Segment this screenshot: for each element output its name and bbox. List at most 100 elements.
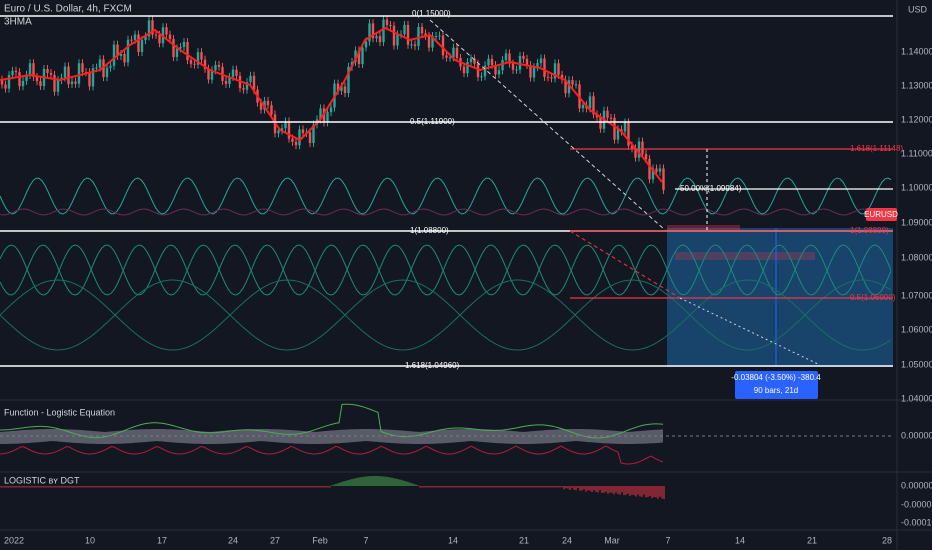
fib-label: 0(1.15000) [412,9,451,18]
candle [441,35,445,56]
candle [424,33,427,36]
candle [361,47,364,64]
symbol-tag-bg [866,208,897,221]
candle [200,52,203,60]
time-label: Feb [312,535,328,545]
indicator-axis-label: -0.00010 [901,517,932,527]
tooltip-change: -0.03804 (-3.50%) -380.4 [731,373,821,382]
price-label: 1.14000 [901,46,932,56]
candle [357,50,361,64]
candle [497,70,501,75]
candle [455,47,459,58]
candle [483,65,487,77]
candle [203,59,207,69]
candle [168,34,172,39]
candle [417,26,420,47]
candle [420,26,424,34]
candle [140,40,144,53]
candle [235,69,238,76]
candle [648,158,651,180]
candle [32,63,35,78]
zone [675,252,815,260]
symbol: Euro / U.S. Dollar, 4h, FXCM [4,4,132,15]
candle [245,82,249,90]
pane-title: LOGISTIC ʙʏ DGT [4,475,80,485]
candle [609,117,613,119]
time-label: 17 [157,535,167,545]
wave [0,279,892,351]
candle [462,66,466,74]
fib-label: 1.618(1.04960) [405,361,460,370]
candle [130,39,133,41]
candle [123,53,126,63]
candle [56,80,60,92]
candle [515,69,518,71]
candle [165,27,168,35]
candle [473,58,476,64]
candle [277,130,280,134]
candle [375,36,378,39]
time-label: 14 [735,535,745,545]
candle [403,24,406,35]
candle [396,34,399,46]
candle [413,44,417,47]
candle [553,63,557,79]
candle [119,53,123,57]
candle [112,44,116,66]
candle [137,34,140,53]
ext-label: 1.618(1.11148) [850,144,903,153]
candle [378,36,382,43]
candle [627,122,630,146]
time-label: 10 [85,535,95,545]
candle [7,75,11,89]
price-label: 1.05000 [901,359,932,369]
candle [364,41,368,48]
candle [266,100,270,106]
indicator-name: 3HMA [4,17,32,28]
indicator-axis-label: -0.00005 [901,499,932,509]
candle [214,64,217,71]
candle [228,76,231,84]
candle [175,48,179,58]
time-label: 24 [562,535,572,545]
candle [480,76,483,78]
hma [0,26,663,183]
time-label: 14 [448,535,458,545]
ext-label: 0.5(1.06900) [850,293,896,302]
candle [4,84,7,89]
tooltip [735,371,818,399]
candle [270,105,273,115]
fib-label: 1(1.08800) [410,226,449,235]
candle [354,50,357,63]
candle [46,68,49,73]
candle [182,41,186,47]
candle [410,44,413,46]
candle [445,55,448,58]
price-label: 1.07000 [901,290,932,300]
candle [88,72,91,87]
candle [18,72,21,87]
candle [539,58,543,64]
candle [550,77,553,79]
candle [301,129,305,134]
candle [147,20,151,37]
candle [529,64,532,78]
candle [567,80,571,94]
time-label: 7 [363,535,368,545]
candle [329,107,333,113]
candle [151,20,154,35]
time-label: 21 [519,535,529,545]
candle [511,63,515,70]
candle [641,141,644,154]
candle [427,35,431,48]
wave [0,279,892,351]
candle [231,69,235,77]
axis-unit: USD [908,4,928,14]
time-label: 28 [882,535,892,545]
osc-line [0,445,664,465]
time-label: 2022 [4,535,24,545]
candle [630,145,634,149]
candle [494,65,497,75]
time-label: Mar [604,535,620,545]
